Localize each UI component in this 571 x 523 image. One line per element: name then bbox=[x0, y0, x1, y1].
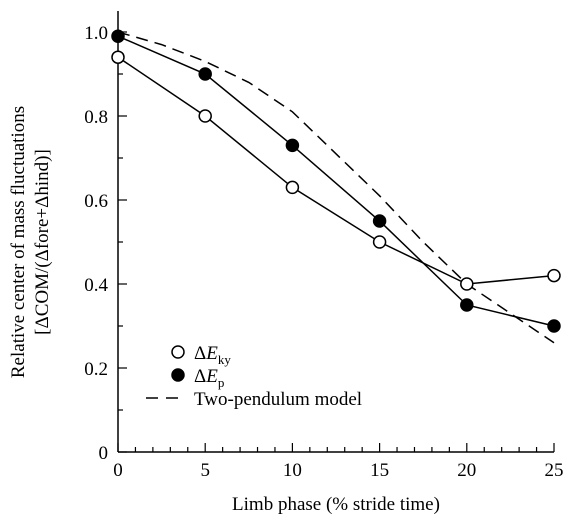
legend-label-ky: ΔEky bbox=[194, 343, 231, 367]
y-tick-label: 0.6 bbox=[84, 191, 108, 212]
y-tick-label: 1.0 bbox=[84, 23, 108, 44]
x-tick-label: 0 bbox=[113, 460, 123, 481]
legend-marker-open bbox=[171, 345, 185, 359]
point-filled bbox=[198, 67, 212, 81]
y-tick-label: 0 bbox=[99, 443, 109, 464]
point-open bbox=[198, 109, 212, 123]
x-tick-label: 5 bbox=[200, 460, 210, 481]
x-tick-label: 20 bbox=[457, 460, 476, 481]
point-filled bbox=[285, 138, 300, 153]
x-tick-label: 15 bbox=[370, 460, 389, 481]
y-tick-label: 0.4 bbox=[84, 275, 108, 296]
x-tick-label: 25 bbox=[545, 460, 564, 481]
y-tick-label: 0.8 bbox=[84, 107, 108, 128]
model-line bbox=[117, 31, 555, 344]
legend-label-p: ΔEp bbox=[194, 366, 224, 390]
x-tick-label: 10 bbox=[283, 460, 302, 481]
point-open bbox=[547, 268, 561, 283]
point-open bbox=[372, 235, 387, 249]
y-axis-title: Relative center of mass fluctuations [ΔC… bbox=[8, 106, 53, 378]
series-layer bbox=[111, 29, 561, 344]
point-open bbox=[285, 180, 300, 195]
y-axis-title-line-1: Relative center of mass fluctuations bbox=[8, 106, 29, 378]
y-axis-title-line-2: [ΔCOM/(Δfore+Δhind)] bbox=[32, 149, 53, 335]
series-line-ky bbox=[117, 56, 555, 285]
series-line-p bbox=[117, 35, 555, 327]
point-open bbox=[460, 277, 474, 291]
point-filled bbox=[372, 214, 387, 228]
legend-marker-filled bbox=[171, 368, 185, 382]
point-open bbox=[111, 50, 125, 64]
point-filled bbox=[547, 319, 561, 333]
point-filled bbox=[460, 298, 474, 312]
x-axis-title: Limb phase (% stride time) bbox=[232, 494, 440, 515]
point-filled bbox=[111, 29, 125, 43]
legend-label-model: Two-pendulum model bbox=[194, 389, 362, 410]
y-tick-label: 0.2 bbox=[84, 359, 108, 380]
axes: 0 5 10 15 20 25 0 0.2 0.4 0.6 0.8 1.0 bbox=[84, 11, 564, 481]
